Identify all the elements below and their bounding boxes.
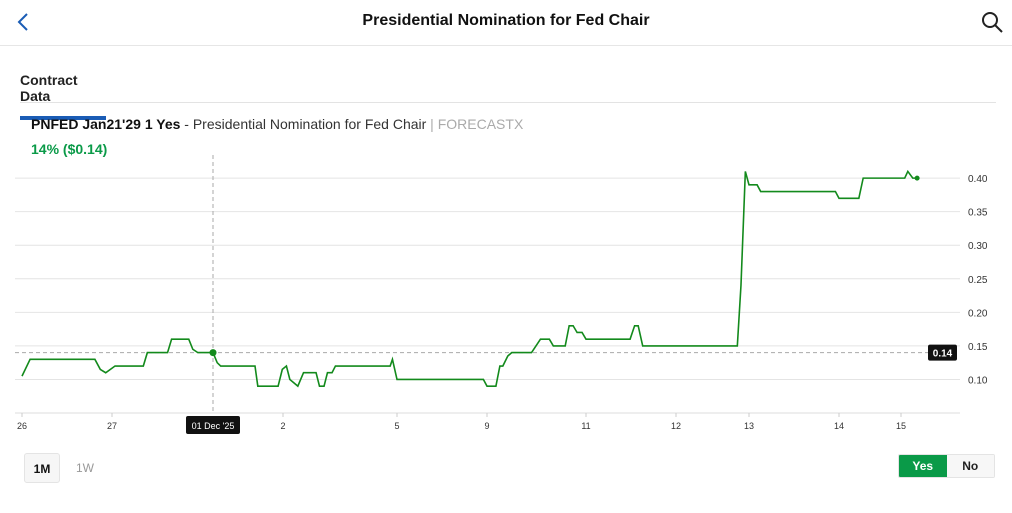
contract-source: | FORECASTX bbox=[426, 116, 524, 132]
x-tick-label: 13 bbox=[744, 421, 754, 431]
header: Presidential Nomination for Fed Chair bbox=[0, 0, 1012, 46]
tab-bar: Contract Data bbox=[20, 62, 996, 120]
x-tick-label: 9 bbox=[484, 421, 489, 431]
x-tick-label: 26 bbox=[17, 421, 27, 431]
last-point bbox=[914, 175, 920, 181]
x-tick-label: 12 bbox=[671, 421, 681, 431]
price-line bbox=[21, 169, 918, 388]
crosshair-x-label: 01 Dec '25 bbox=[192, 421, 235, 431]
crosshair-y-label-bg bbox=[928, 344, 957, 361]
crosshair-point bbox=[209, 349, 217, 357]
current-price: 14% ($0.14) bbox=[31, 141, 108, 157]
search-icon[interactable] bbox=[980, 10, 1004, 34]
contract-symbol: PNFED Jan21'29 1 Yes bbox=[31, 116, 181, 132]
chevron-left-icon[interactable] bbox=[12, 10, 36, 34]
contract-heading: PNFED Jan21'29 1 Yes - Presidential Nomi… bbox=[31, 116, 523, 132]
range-1m-button[interactable]: 1M bbox=[24, 453, 60, 483]
x-tick-label: 5 bbox=[394, 421, 399, 431]
crosshair-y-label: 0.14 bbox=[933, 349, 953, 360]
x-tick-label: 2 bbox=[280, 421, 285, 431]
crosshair-x-label-bg bbox=[186, 416, 240, 434]
page-title: Presidential Nomination for Fed Chair bbox=[362, 12, 650, 29]
y-tick-label: 0.25 bbox=[968, 275, 988, 286]
separator: - bbox=[180, 116, 193, 132]
outcome-toggle: Yes No bbox=[898, 454, 995, 478]
y-tick-label: 0.40 bbox=[968, 174, 988, 185]
y-tick-label: 0.10 bbox=[968, 375, 988, 386]
y-tick-label: 0.35 bbox=[968, 208, 988, 219]
price-chart[interactable]: 0.10 0.15 0.20 0.25 0.30 0.35 0.40 26 27 2 5 9 11 12 1… bbox=[0, 150, 1012, 440]
x-tick-label: 27 bbox=[107, 421, 117, 431]
contract-name: Presidential Nomination for Fed Chair bbox=[192, 116, 427, 132]
no-button[interactable]: No bbox=[946, 455, 994, 477]
x-tick-label: 14 bbox=[834, 421, 844, 431]
x-tick-label: 11 bbox=[581, 421, 590, 431]
yes-button[interactable]: Yes bbox=[899, 455, 947, 477]
y-tick-label: 0.30 bbox=[968, 241, 988, 252]
range-1w-button[interactable]: 1W bbox=[76, 461, 94, 475]
tab-contract-data[interactable]: Contract Data bbox=[20, 72, 106, 120]
x-tick-label: 15 bbox=[896, 421, 906, 431]
y-tick-label: 0.15 bbox=[968, 342, 988, 353]
y-tick-label: 0.20 bbox=[968, 308, 988, 319]
